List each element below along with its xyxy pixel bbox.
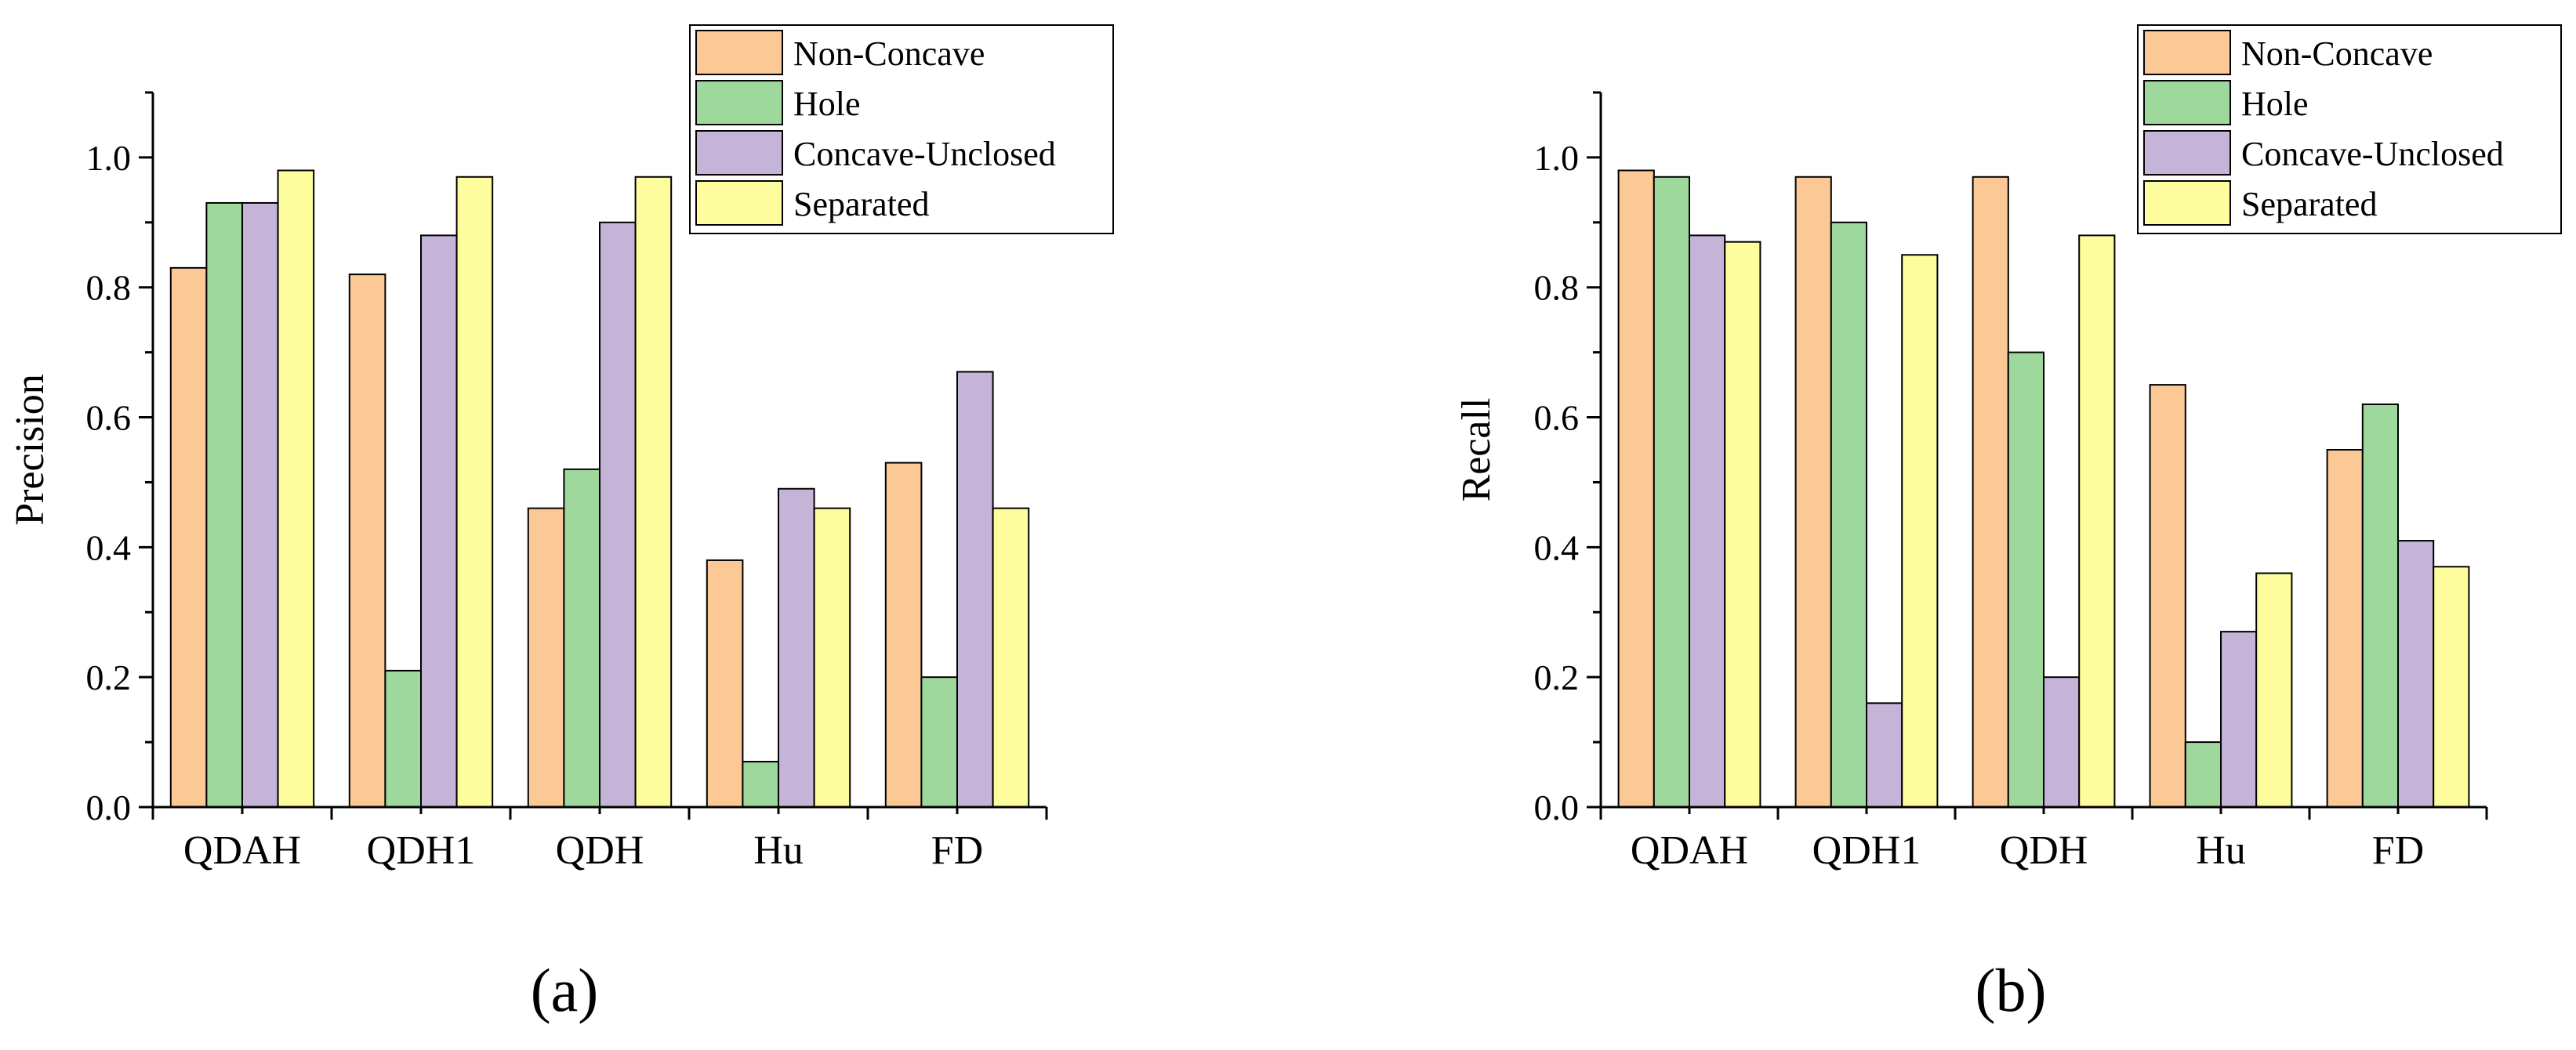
bar-qdh1-concave-unclosed: [420, 234, 458, 808]
bar-qdah-separated: [277, 169, 315, 808]
x-category-label: Hu: [753, 828, 804, 873]
legend-label-hole: Hole: [793, 85, 861, 123]
bar-qdah-hole: [1653, 176, 1691, 809]
bar-qdah-non-concave: [1617, 169, 1655, 808]
panel-label: (a): [531, 956, 599, 1024]
legend-swatch-hole: [695, 80, 783, 125]
bar-fd-concave-unclosed: [2397, 540, 2435, 809]
bar-qdah-concave-unclosed: [241, 201, 279, 809]
chart-recall: 0.0 0.2 0.4 0.6 0.8 1.0 QDAH QDH1 QDH Hu FD Recall (…: [1454, 24, 2562, 1024]
legend-swatch-concave-unclosed: [2143, 130, 2231, 176]
y-tick-label: 0.8: [86, 268, 132, 308]
panel-label: (b): [1976, 956, 2047, 1024]
bar-qdh-non-concave: [527, 507, 565, 808]
legend-swatch-non-concave: [695, 30, 783, 75]
y-tick-label: 0.6: [86, 398, 132, 438]
legend-label-non-concave: Non-Concave: [793, 34, 985, 73]
bar-qdh1-concave-unclosed: [1866, 702, 1903, 808]
bar-qdah-concave-unclosed: [1689, 234, 1726, 808]
y-axis-title: Precision: [8, 374, 53, 526]
y-tick-label: 1.0: [86, 138, 132, 178]
y-axis-title: Recall: [1454, 398, 1499, 502]
bar-qdh1-separated: [455, 176, 494, 809]
bar-qdah-separated: [1724, 241, 1761, 808]
legend-label-separated: Separated: [2241, 185, 2377, 223]
legend-swatch-concave-unclosed: [695, 130, 783, 176]
y-tick-label: 0.8: [1534, 268, 1580, 308]
legend-swatch-separated: [695, 180, 783, 226]
chart-precision: 0.0 0.2 0.4 0.6 0.8 1.0 QDAH QDH1 QDH Hu FD Precisi…: [8, 24, 1114, 1024]
y-tick-label: 0.0: [1534, 788, 1580, 827]
x-category-label: Hu: [2196, 828, 2246, 873]
bar-fd-separated: [2433, 566, 2470, 809]
legend-swatch-non-concave: [2143, 30, 2231, 75]
legend-label-non-concave: Non-Concave: [2241, 34, 2433, 73]
bar-qdh-separated: [2078, 234, 2116, 808]
bar-qdh-concave-unclosed: [2043, 676, 2081, 808]
legend-label-concave-unclosed: Concave-Unclosed: [793, 135, 1056, 173]
bar-qdah-hole: [205, 201, 243, 809]
y-tick-label: 0.2: [1534, 657, 1580, 697]
x-category-label: QDH1: [1812, 828, 1921, 873]
x-category-label: FD: [2372, 828, 2424, 873]
bar-qdh-non-concave: [1972, 176, 2009, 809]
y-tick-label: 0.4: [1534, 527, 1580, 567]
bar-qdh-hole: [563, 468, 601, 808]
bar-qdh-concave-unclosed: [599, 221, 637, 808]
legend-label-concave-unclosed: Concave-Unclosed: [2241, 135, 2504, 173]
y-tick-label: 0.2: [86, 657, 132, 697]
bar-hu-non-concave: [2149, 384, 2186, 809]
x-category-label: FD: [931, 828, 983, 873]
bar-fd-hole: [920, 676, 959, 808]
y-tick-label: 0.6: [1534, 398, 1580, 438]
bar-fd-separated: [992, 507, 1030, 808]
bar-fd-non-concave: [2326, 449, 2364, 808]
legend-swatch-hole: [2143, 80, 2231, 125]
bar-fd-concave-unclosed: [956, 371, 994, 808]
bar-hu-separated: [813, 507, 851, 808]
bar-fd-non-concave: [884, 462, 923, 809]
bar-fd-hole: [2361, 403, 2400, 808]
y-tick-label: 1.0: [1534, 138, 1580, 178]
bar-qdh1-non-concave: [1794, 176, 1832, 809]
x-category-label: QDH: [556, 828, 644, 873]
bar-qdh-separated: [634, 176, 673, 809]
bar-hu-concave-unclosed: [2220, 631, 2258, 808]
bar-qdh1-hole: [1830, 221, 1868, 808]
x-category-label: QDH: [2000, 828, 2088, 873]
bar-hu-non-concave: [706, 559, 744, 808]
bar-qdh1-separated: [1901, 254, 1939, 809]
bar-hu-separated: [2255, 572, 2293, 808]
legend: Non-Concave Hole Concave-Unclosed Separated: [689, 24, 1114, 234]
bar-qdah-non-concave: [169, 266, 208, 808]
x-category-label: QDAH: [183, 828, 301, 873]
x-category-label: QDH1: [367, 828, 476, 873]
x-category-label: QDAH: [1631, 828, 1748, 873]
bar-hu-concave-unclosed: [778, 487, 815, 809]
y-tick-label: 0.0: [86, 788, 132, 827]
bar-qdh-hole: [2007, 351, 2045, 808]
bar-hu-hole: [742, 760, 780, 808]
legend-label-hole: Hole: [2241, 85, 2309, 123]
legend-label-separated: Separated: [793, 185, 929, 223]
legend: Non-Concave Hole Concave-Unclosed Separated: [2137, 24, 2562, 234]
y-tick-label: 0.4: [86, 527, 132, 567]
legend-swatch-separated: [2143, 180, 2231, 226]
bar-qdh1-non-concave: [348, 273, 386, 808]
bar-hu-hole: [2184, 741, 2222, 808]
bar-qdh1-hole: [384, 669, 422, 809]
